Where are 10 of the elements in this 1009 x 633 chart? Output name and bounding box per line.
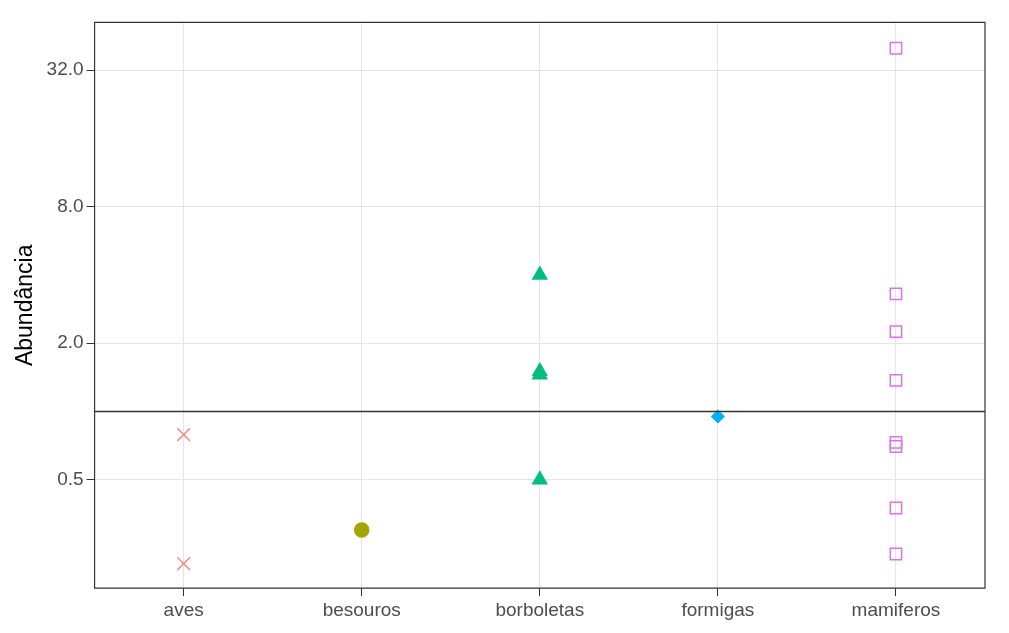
x-tick-label: mamiferos xyxy=(851,598,941,620)
x-tick-label: aves xyxy=(163,598,204,620)
x-tick-label: besouros xyxy=(322,598,401,620)
y-tick-label: 32.0 xyxy=(46,58,84,80)
y-axis-title: Abundância xyxy=(11,244,38,367)
y-tick-label: 2.0 xyxy=(57,331,84,353)
x-tick-label: borboletas xyxy=(495,598,585,620)
y-tick-label: 0.5 xyxy=(57,467,84,489)
x-tick-label: formigas xyxy=(681,598,755,620)
y-tick-label: 8.0 xyxy=(57,194,84,216)
